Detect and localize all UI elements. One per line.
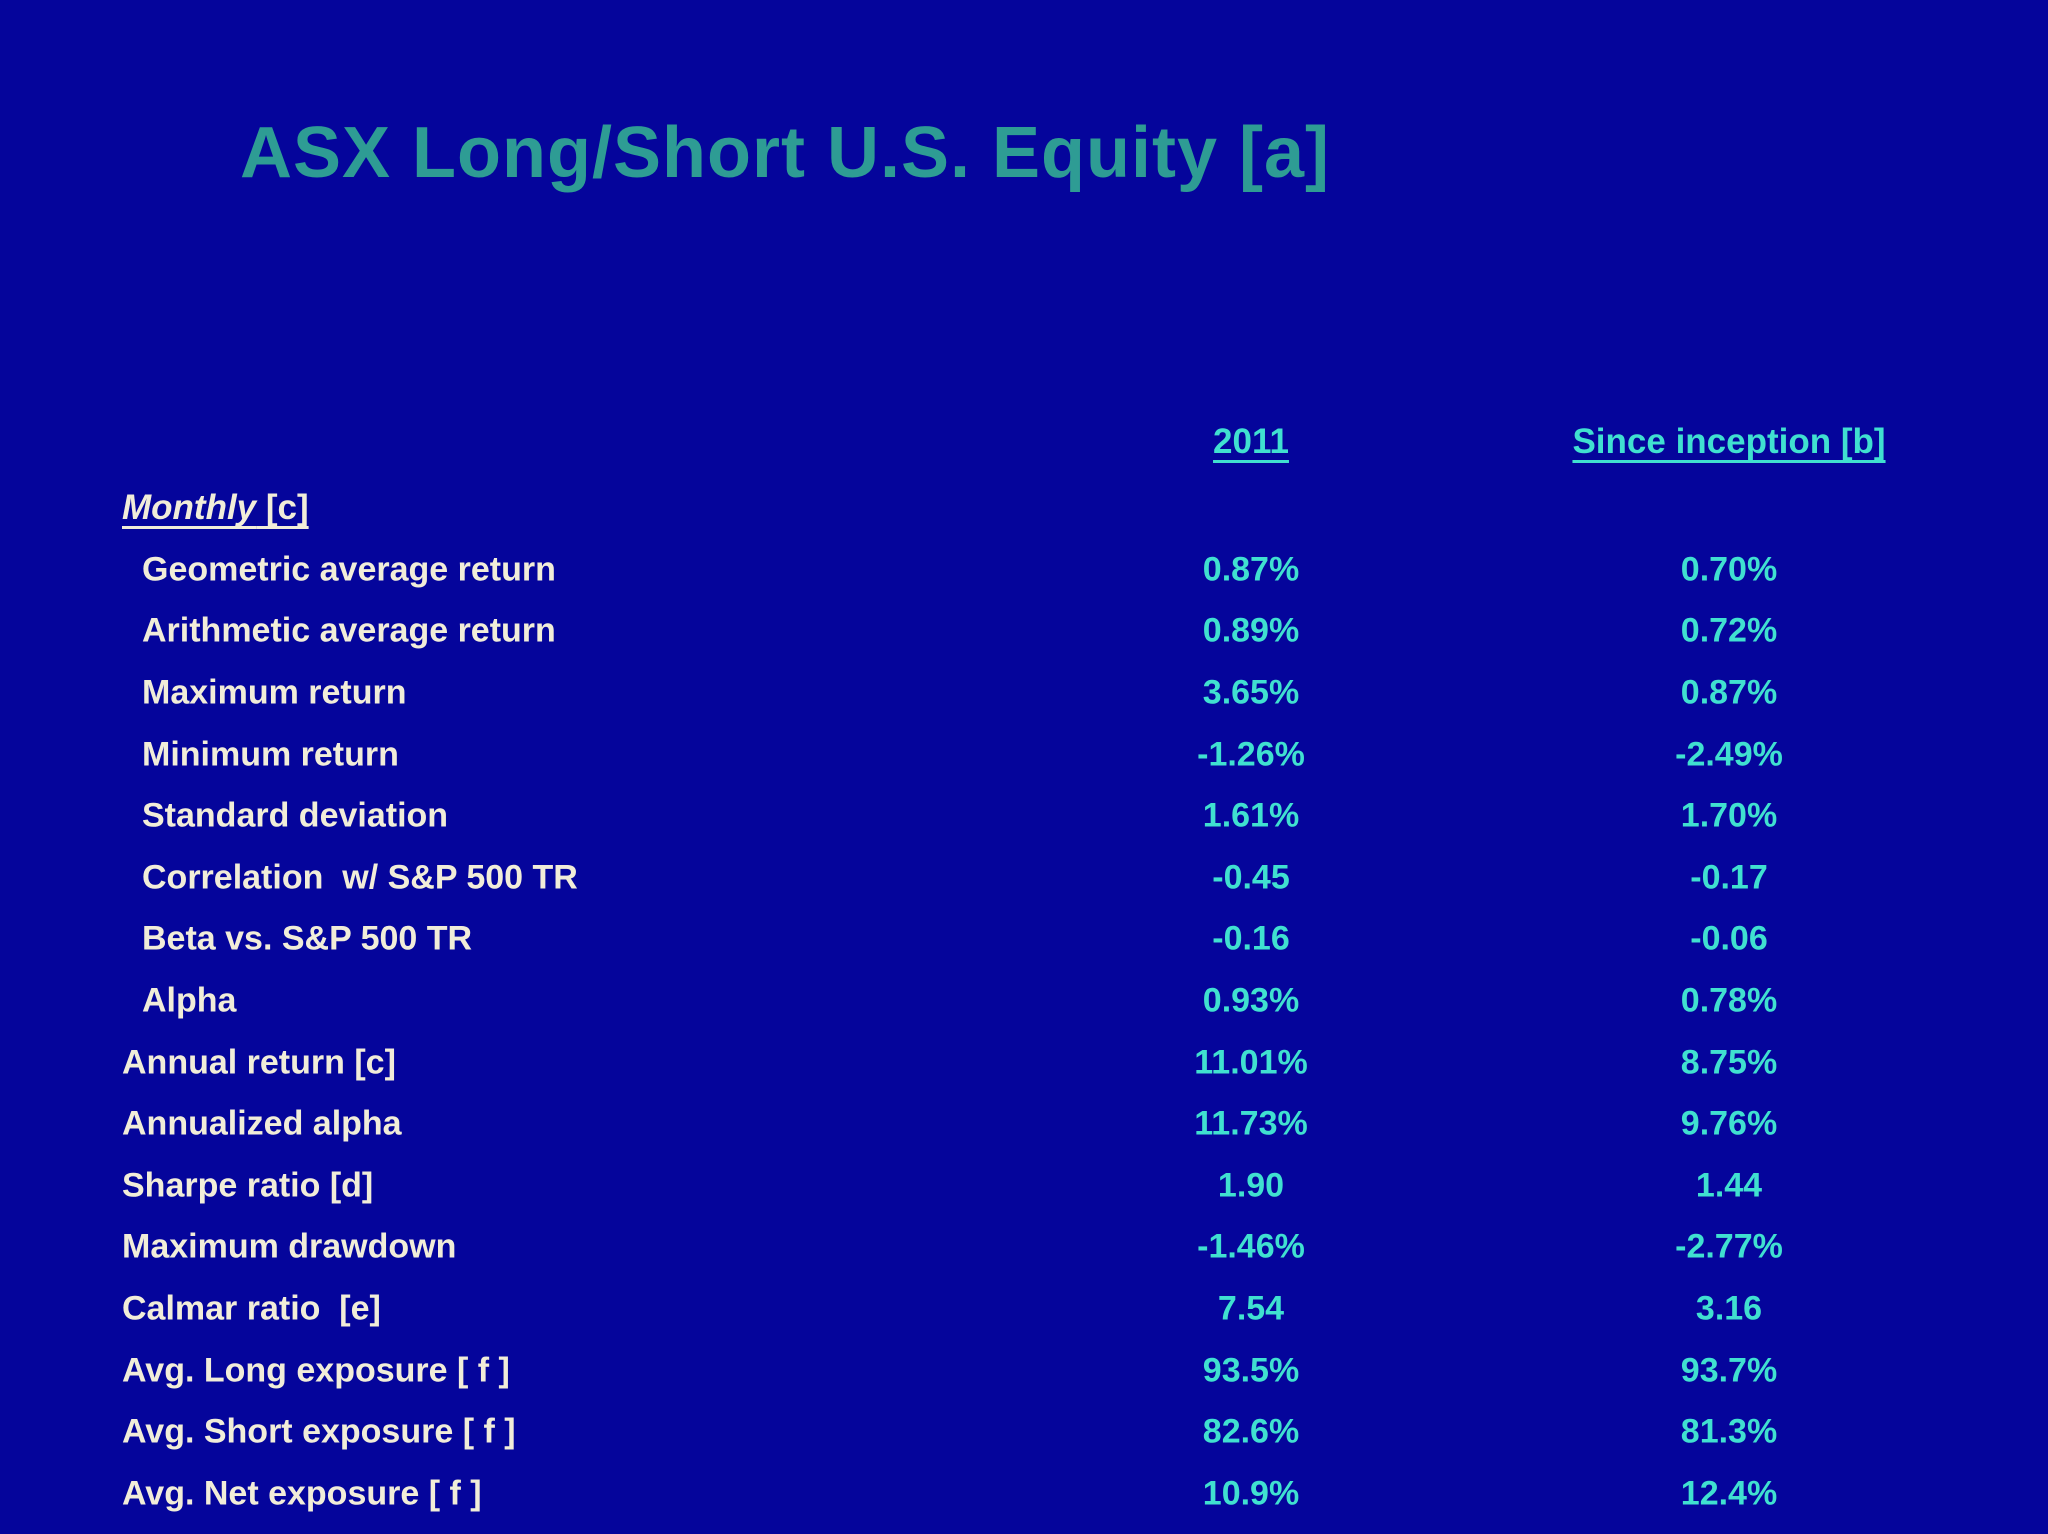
row-value-2011: -1.26%	[1197, 735, 1305, 774]
row-value-2011: 3.65%	[1202, 673, 1300, 712]
row-value-inception: -2.49%	[1675, 735, 1783, 774]
row-value-inception: 81.3%	[1680, 1412, 1778, 1451]
row-label: Avg. Net exposure [ f ]	[122, 1474, 482, 1513]
row-value-2011: 0.93%	[1202, 981, 1300, 1020]
row-label: Annualized alpha	[122, 1104, 402, 1143]
row-value-2011: 93.5%	[1202, 1351, 1300, 1390]
row-label: Standard deviation	[142, 796, 449, 835]
table-row: Annual return [c] 11.01% 8.75%	[0, 1032, 2048, 1094]
table-row: Maximum drawdown -1.46% -2.77%	[0, 1217, 2048, 1279]
table-row: Alpha 0.93% 0.78%	[0, 970, 2048, 1032]
row-label: Beta vs. S&P 500 TR	[142, 919, 473, 958]
row-value-inception: 0.70%	[1680, 550, 1778, 589]
section-header-italic: Monthly	[122, 488, 257, 527]
table-row: Maximum return 3.65% 0.87%	[0, 662, 2048, 724]
row-value-2011: -1.46%	[1197, 1227, 1305, 1266]
row-label: Sharpe ratio [d]	[122, 1166, 374, 1205]
row-value-inception: 0.87%	[1680, 673, 1778, 712]
table-row: Avg. Short exposure [ f ] 82.6% 81.3%	[0, 1401, 2048, 1463]
row-value-2011: 10.9%	[1202, 1474, 1300, 1513]
column-headers: 2011 Since inception [b]	[0, 420, 2048, 468]
row-value-2011: 7.54	[1217, 1289, 1285, 1328]
row-value-inception: 0.78%	[1680, 981, 1778, 1020]
table-row: Geometric average return 0.87% 0.70%	[0, 539, 2048, 601]
table-row: Avg. Net exposure [ f ] 10.9% 12.4%	[0, 1463, 2048, 1525]
row-value-inception: -0.17	[1690, 858, 1768, 897]
row-label: Calmar ratio [e]	[122, 1289, 381, 1328]
row-value-inception: 0.72%	[1680, 611, 1778, 650]
row-label: Alpha	[142, 981, 237, 1020]
row-label: Geometric average return	[142, 550, 556, 589]
slide-title: ASX Long/Short U.S. Equity [a]	[240, 113, 1330, 193]
row-label: Avg. Short exposure [ f ]	[122, 1412, 516, 1451]
row-value-2011: 11.73%	[1194, 1104, 1308, 1143]
table-row: Annualized alpha 11.73% 9.76%	[0, 1093, 2048, 1155]
row-value-inception: 93.7%	[1680, 1351, 1778, 1390]
row-value-2011: 11.01%	[1194, 1043, 1308, 1082]
row-label: Annual return [c]	[122, 1043, 396, 1082]
row-label: Avg. Long exposure [ f ]	[122, 1351, 510, 1390]
table-row: Standard deviation 1.61% 1.70%	[0, 785, 2048, 847]
section-header-monthly: Monthly [c]	[122, 486, 309, 530]
row-value-2011: 0.87%	[1202, 550, 1300, 589]
column-header-since-inception: Since inception [b]	[1572, 422, 1886, 461]
table-rows: Geometric average return 0.87% 0.70% Ari…	[0, 539, 2048, 1525]
section-header-text: Monthly [c]	[122, 488, 309, 527]
row-label: Correlation w/ S&P 500 TR	[142, 858, 578, 897]
row-value-2011: -0.45	[1212, 858, 1290, 897]
column-header-2011: 2011	[1213, 422, 1289, 461]
row-label: Maximum return	[142, 673, 407, 712]
row-value-inception: 1.44	[1695, 1166, 1763, 1205]
row-value-inception: 8.75%	[1680, 1043, 1778, 1082]
row-value-2011: 0.89%	[1202, 611, 1300, 650]
table-row: Minimum return -1.26% -2.49%	[0, 724, 2048, 786]
row-value-2011: 82.6%	[1202, 1412, 1300, 1451]
row-value-inception: 1.70%	[1680, 796, 1778, 835]
table-row: Sharpe ratio [d] 1.90 1.44	[0, 1155, 2048, 1217]
title-wrap: ASX Long/Short U.S. Equity [a]	[0, 112, 1570, 195]
row-value-2011: 1.90	[1217, 1166, 1285, 1205]
row-value-inception: -0.06	[1690, 919, 1768, 958]
section-header-suffix: [c]	[256, 488, 309, 527]
row-value-inception: -2.77%	[1675, 1227, 1783, 1266]
row-value-2011: 1.61%	[1202, 796, 1300, 835]
table-row: Calmar ratio [e] 7.54 3.16	[0, 1278, 2048, 1340]
row-value-2011: -0.16	[1212, 919, 1290, 958]
table-row: Beta vs. S&P 500 TR -0.16 -0.06	[0, 909, 2048, 971]
table-row: Avg. Long exposure [ f ] 93.5% 93.7%	[0, 1340, 2048, 1402]
row-label: Minimum return	[142, 735, 399, 774]
table-row: Correlation w/ S&P 500 TR -0.45 -0.17	[0, 847, 2048, 909]
row-value-inception: 9.76%	[1680, 1104, 1778, 1143]
row-value-inception: 12.4%	[1680, 1474, 1778, 1513]
row-label: Maximum drawdown	[122, 1227, 457, 1266]
row-label: Arithmetic average return	[142, 611, 556, 650]
table-row: Arithmetic average return 0.89% 0.72%	[0, 601, 2048, 663]
row-value-inception: 3.16	[1695, 1289, 1763, 1328]
